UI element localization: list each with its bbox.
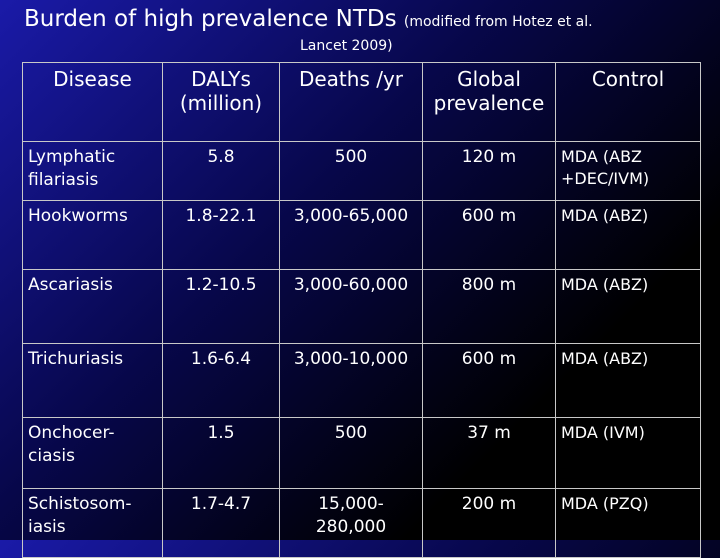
cell-disease: Onchocer-ciasis (22, 417, 163, 489)
cell-disease: Schistosom-iasis (22, 488, 163, 558)
header-dalys: DALYs (million) (162, 62, 280, 142)
table-row: Hookworms 1.8-22.1 3,000-65,000 600 m MD… (22, 200, 701, 270)
cell-deaths: 3,000-60,000 (279, 269, 423, 344)
cell-deaths: 3,000-65,000 (279, 200, 423, 270)
cell-deaths: 500 (279, 141, 423, 201)
table-header-row: Disease DALYs (million) Deaths /yr Globa… (22, 62, 701, 142)
slide-title: Burden of high prevalence NTDs (modified… (24, 6, 593, 32)
cell-disease: Hookworms (22, 200, 163, 270)
cell-deaths: 3,000-10,000 (279, 343, 423, 418)
table-row: Onchocer-ciasis 1.5 500 37 m MDA (IVM) (22, 417, 701, 489)
cell-control: MDA (ABZ +DEC/IVM) (555, 141, 701, 201)
cell-prevalence: 200 m (422, 488, 556, 558)
title-citation: (modified from Hotez et al. (403, 14, 593, 30)
cell-prevalence: 800 m (422, 269, 556, 344)
header-control: Control (555, 62, 701, 142)
cell-prevalence: 37 m (422, 417, 556, 489)
header-disease: Disease (22, 62, 163, 142)
header-deaths: Deaths /yr (279, 62, 423, 142)
cell-dalys: 1.8-22.1 (162, 200, 280, 270)
table-row: Schistosom-iasis 1.7-4.7 15,000-280,000 … (22, 488, 701, 558)
cell-control: MDA (ABZ) (555, 269, 701, 344)
cell-disease: Trichuriasis (22, 343, 163, 418)
cell-prevalence: 600 m (422, 343, 556, 418)
title-citation-line2: Lancet 2009) (300, 38, 393, 54)
header-prevalence: Global prevalence (422, 62, 556, 142)
cell-dalys: 1.2-10.5 (162, 269, 280, 344)
cell-control: MDA (IVM) (555, 417, 701, 489)
cell-dalys: 1.5 (162, 417, 280, 489)
title-main: Burden of high prevalence NTDs (24, 6, 397, 32)
table-row: Lymphatic filariasis 5.8 500 120 m MDA (… (22, 141, 701, 201)
cell-deaths: 15,000-280,000 (279, 488, 423, 558)
cell-dalys: 1.7-4.7 (162, 488, 280, 558)
cell-control: MDA (ABZ) (555, 343, 701, 418)
cell-deaths: 500 (279, 417, 423, 489)
cell-disease: Lymphatic filariasis (22, 141, 163, 201)
cell-control: MDA (ABZ) (555, 200, 701, 270)
cell-prevalence: 600 m (422, 200, 556, 270)
table-row: Ascariasis 1.2-10.5 3,000-60,000 800 m M… (22, 269, 701, 344)
cell-prevalence: 120 m (422, 141, 556, 201)
cell-control: MDA (PZQ) (555, 488, 701, 558)
table-row: Trichuriasis 1.6-6.4 3,000-10,000 600 m … (22, 343, 701, 418)
cell-disease: Ascariasis (22, 269, 163, 344)
cell-dalys: 1.6-6.4 (162, 343, 280, 418)
cell-dalys: 5.8 (162, 141, 280, 201)
ntd-burden-table: Disease DALYs (million) Deaths /yr Globa… (22, 62, 701, 558)
